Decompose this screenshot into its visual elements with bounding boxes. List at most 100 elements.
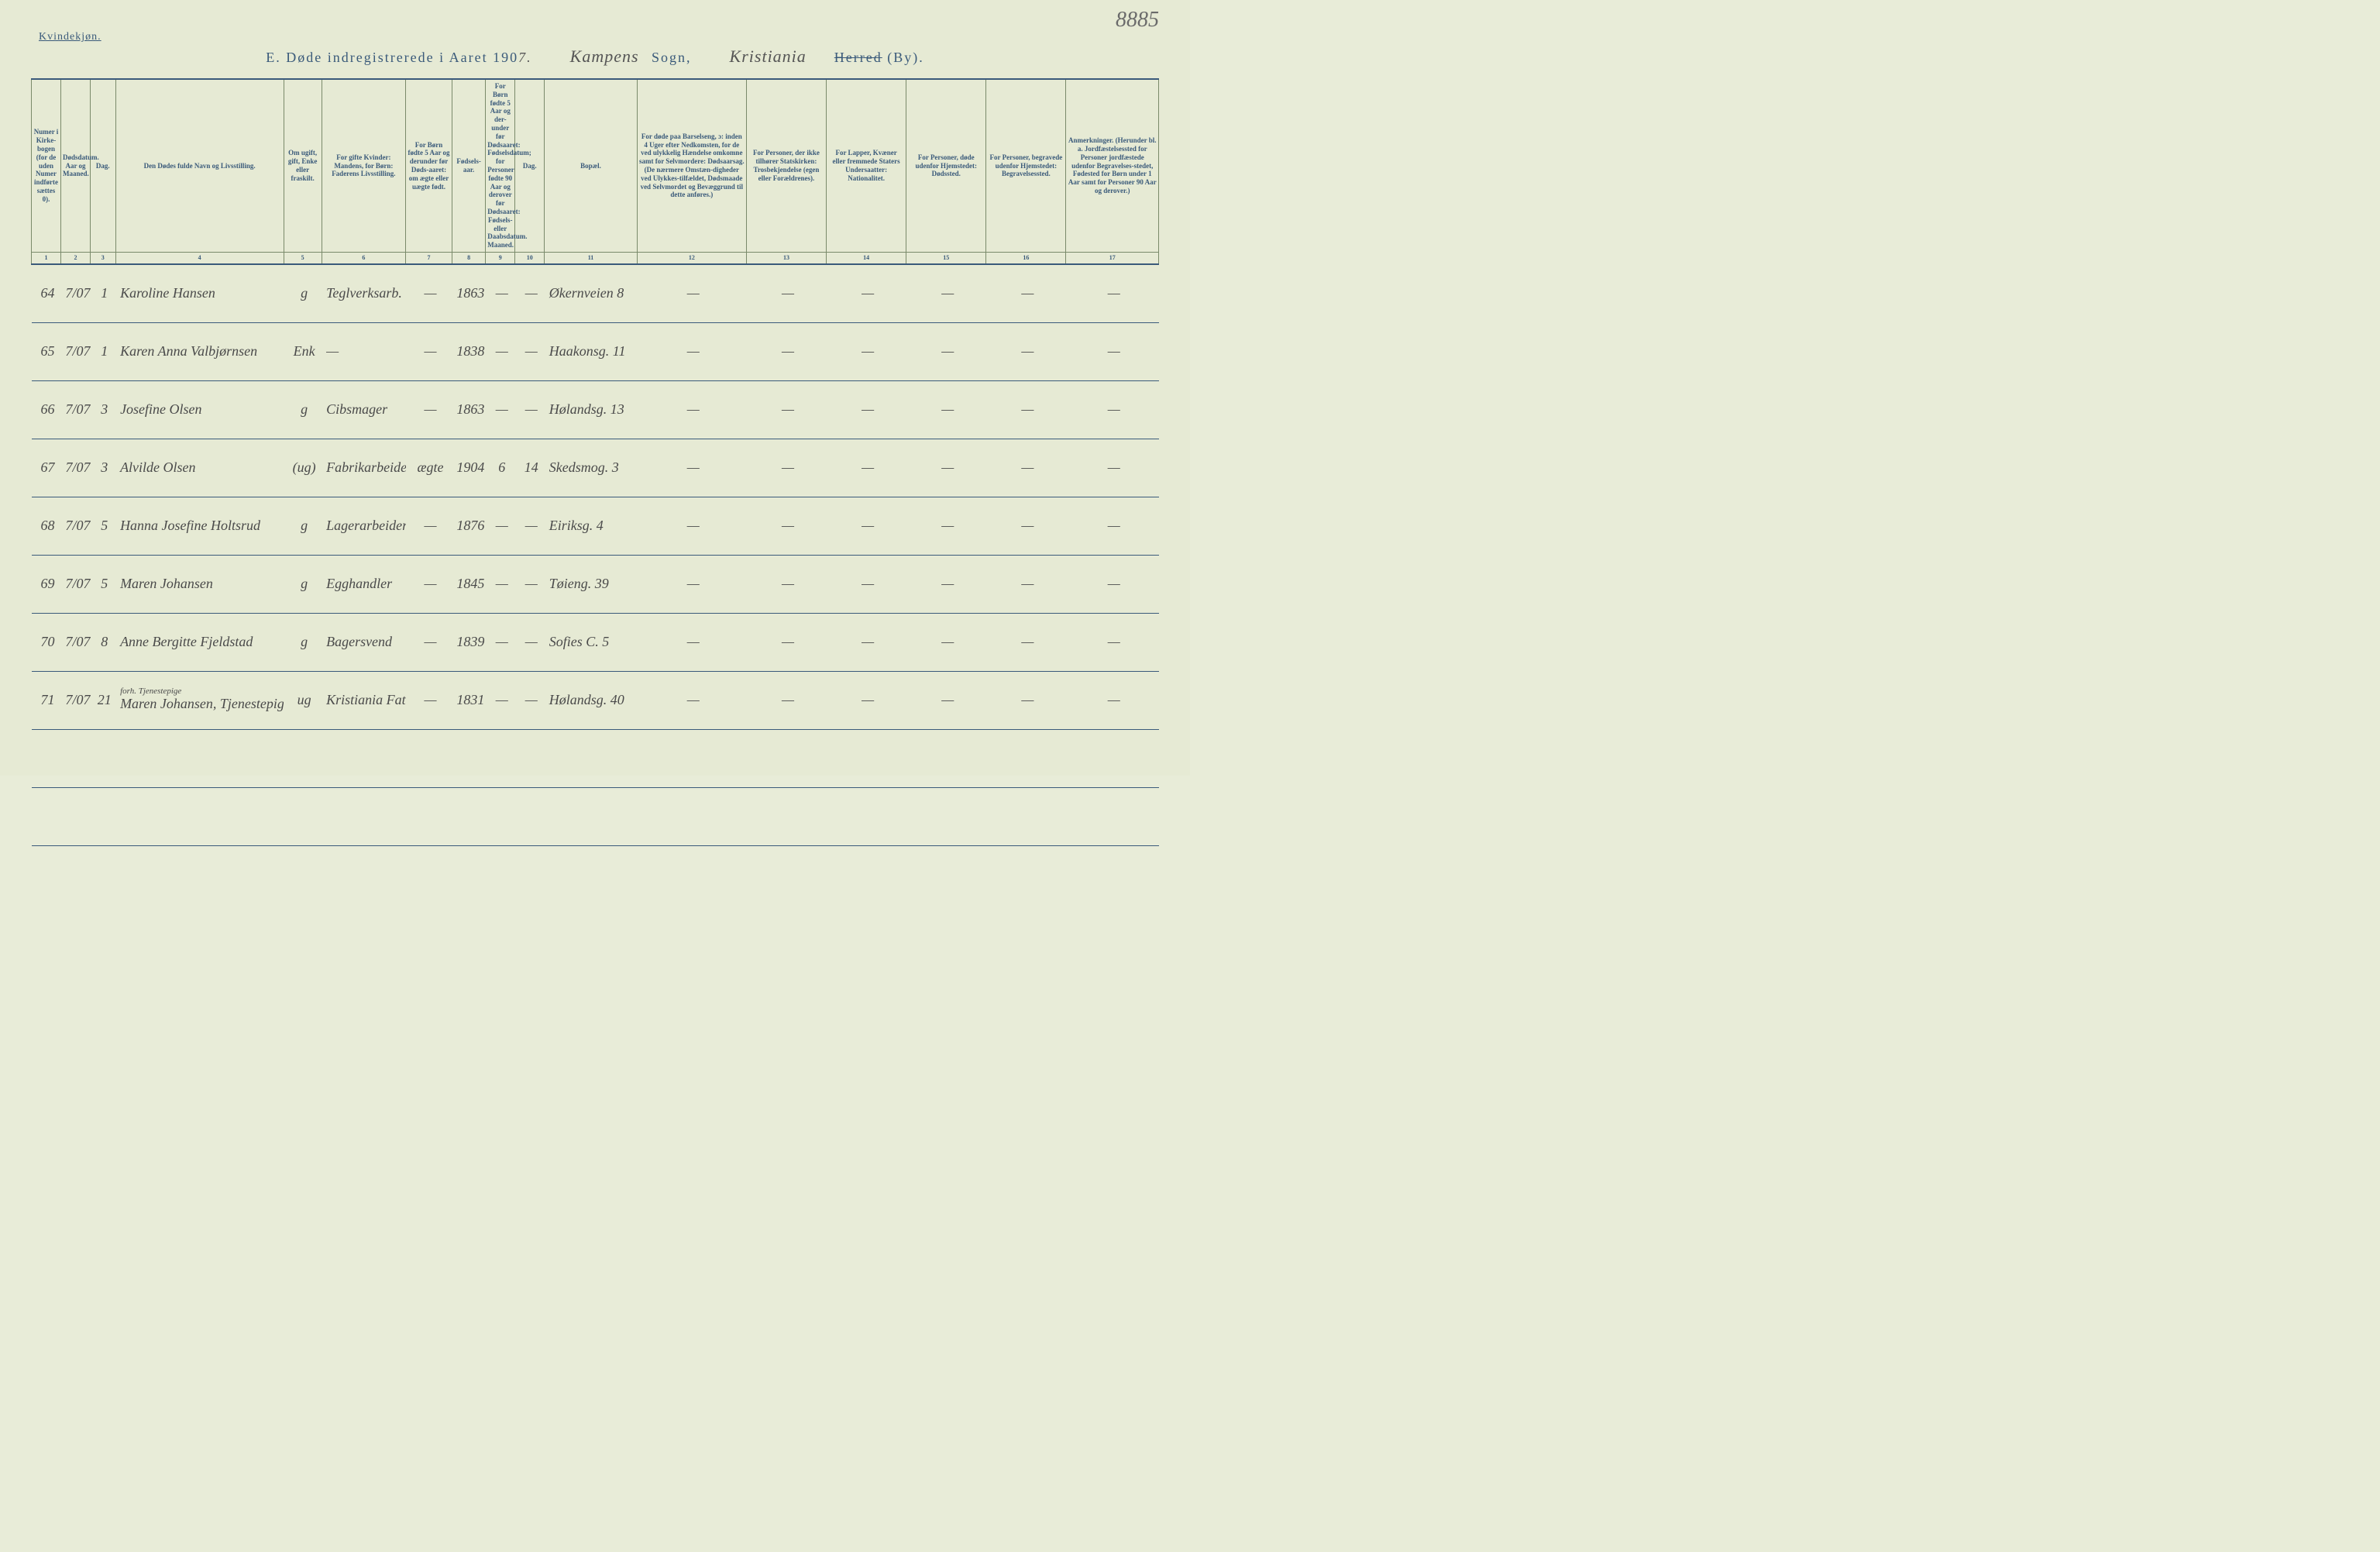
cell-blank <box>986 787 1066 845</box>
col-num-6: 6 <box>322 252 406 263</box>
cell: — <box>906 439 986 497</box>
cell: — <box>746 671 826 729</box>
cell: 3 <box>91 439 116 497</box>
cell: 6 <box>486 439 515 497</box>
header-row-labels: Numer i Kirke-bogen (for de uden Numer i… <box>32 79 1159 252</box>
death-register-table: Numer i Kirke-bogen (for de uden Numer i… <box>31 78 1159 846</box>
page-number: 8885 <box>1116 8 1159 33</box>
cell: — <box>515 555 545 613</box>
cell: Skedsmog. 3 <box>545 439 637 497</box>
cell: — <box>406 322 452 380</box>
col-header-16: For Personer, begravede udenfor Hjemsted… <box>986 79 1066 252</box>
cell: — <box>986 380 1066 439</box>
cell: 3 <box>91 380 116 439</box>
cell: 1904 <box>452 439 485 497</box>
cell: Lagerarbeider <box>322 497 406 555</box>
cell: Hølandsg. 13 <box>545 380 637 439</box>
col-num-13: 13 <box>746 252 826 263</box>
col-header-5: Om ugift, gift, Enke eller fraskilt. <box>284 79 322 252</box>
cell: Anne Bergitte Fjeldstad <box>115 613 284 671</box>
cell-blank <box>406 729 452 787</box>
cell: 7/07 <box>61 671 91 729</box>
cell: — <box>986 322 1066 380</box>
cell: Sofies C. 5 <box>545 613 637 671</box>
cell-blank <box>637 787 746 845</box>
cell: — <box>986 613 1066 671</box>
table-row: 687/075Hanna Josefine HoltsrudgLagerarbe… <box>32 497 1159 555</box>
cell: — <box>746 322 826 380</box>
cell-blank <box>91 787 116 845</box>
cell: — <box>1066 439 1159 497</box>
cell: 5 <box>91 555 116 613</box>
cell: 1 <box>91 322 116 380</box>
cell: 7/07 <box>61 439 91 497</box>
cell-blank <box>515 787 545 845</box>
gender-label: Kvindekjøn. <box>39 31 101 43</box>
col-num-9: 9 <box>486 252 515 263</box>
cell-blank <box>906 787 986 845</box>
cell: — <box>637 322 746 380</box>
col-header-3: Dag. <box>91 79 116 252</box>
cell: — <box>637 264 746 323</box>
col-header-12: For døde paa Barselseng, ɔ: inden 4 Uger… <box>637 79 746 252</box>
register-page: Kvindekjøn. 8885 E. Døde indregistrerede… <box>0 0 1190 776</box>
cell: — <box>986 555 1066 613</box>
cell: — <box>486 671 515 729</box>
cell: — <box>986 671 1066 729</box>
page-title: E. Døde indregistrerede i Aaret 1907. Ka… <box>31 46 1159 67</box>
col-num-5: 5 <box>284 252 322 263</box>
cell: — <box>637 497 746 555</box>
cell: — <box>827 555 906 613</box>
cell-blank <box>906 729 986 787</box>
cell: — <box>322 322 406 380</box>
cell: 7/07 <box>61 264 91 323</box>
cell: — <box>515 322 545 380</box>
cell: 1839 <box>452 613 485 671</box>
cell: — <box>827 439 906 497</box>
herred-label-rest: (By). <box>887 50 924 65</box>
cell: — <box>827 322 906 380</box>
cell: 1863 <box>452 264 485 323</box>
cell: — <box>637 380 746 439</box>
cell: 7/07 <box>61 613 91 671</box>
cell: 1 <box>91 264 116 323</box>
col-header-6: For gifte Kvinder: Mandens, for Børn: Fa… <box>322 79 406 252</box>
cell-blank <box>32 729 61 787</box>
table-body: 647/071Karoline HansengTeglverksarb.—186… <box>32 264 1159 846</box>
table-head: Numer i Kirke-bogen (for de uden Numer i… <box>32 79 1159 264</box>
cell: — <box>906 497 986 555</box>
cell: — <box>637 613 746 671</box>
cell: — <box>515 613 545 671</box>
cell: Karen Anna Valbjørnsen <box>115 322 284 380</box>
col-header-1: Numer i Kirke-bogen (for de uden Numer i… <box>32 79 61 252</box>
cell: — <box>746 264 826 323</box>
cell-blank <box>827 729 906 787</box>
cell: — <box>906 380 986 439</box>
cell-blank <box>746 787 826 845</box>
col-num-16: 16 <box>986 252 1066 263</box>
cell: — <box>746 439 826 497</box>
table-row: 657/071Karen Anna ValbjørnsenEnk——1838——… <box>32 322 1159 380</box>
cell: 69 <box>32 555 61 613</box>
cell: g <box>284 264 322 323</box>
cell-blank <box>452 787 485 845</box>
cell-blank <box>32 787 61 845</box>
cell: — <box>906 555 986 613</box>
cell: — <box>486 322 515 380</box>
cell: 1863 <box>452 380 485 439</box>
herred-value: Kristiania <box>722 46 814 66</box>
cell-blank <box>486 729 515 787</box>
cell-blank <box>1066 787 1159 845</box>
col-header-10: Dag. <box>515 79 545 252</box>
cell: — <box>406 497 452 555</box>
cell: Bagersvend <box>322 613 406 671</box>
cell-blank <box>545 729 637 787</box>
cell-blank <box>322 729 406 787</box>
col-num-14: 14 <box>827 252 906 263</box>
col-num-4: 4 <box>115 252 284 263</box>
cell: 21 <box>91 671 116 729</box>
cell: Egghandler <box>322 555 406 613</box>
cell-blank <box>61 729 91 787</box>
cell-blank <box>284 729 322 787</box>
cell: — <box>1066 555 1159 613</box>
